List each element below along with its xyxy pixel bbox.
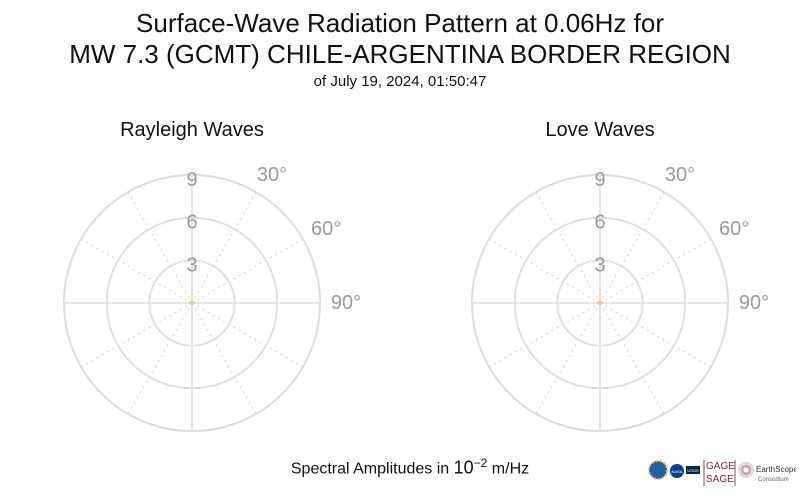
love-polar-grid: 3 6 9 30° 60° 90° [471, 164, 769, 432]
usgs-logo: USGS [686, 466, 700, 474]
rayleigh-spoke-330 [127, 191, 193, 304]
caption-base: 10 [453, 457, 474, 478]
love-spoke-150 [599, 302, 665, 415]
love-spoke-120 [599, 302, 712, 368]
nsf-logo [648, 460, 668, 480]
love-r-tick-label-6: 6 [594, 212, 605, 234]
rayleigh-r-tick-label-3: 3 [186, 254, 197, 276]
rayleigh-spoke-60 [191, 238, 304, 304]
rayleigh-polar-grid: 3 6 9 30° 60° 90° [63, 164, 361, 432]
rayleigh-theta-tick-label-30: 30° [257, 164, 287, 186]
love-theta-tick-label-90: 90° [739, 292, 769, 314]
love-ring-6 [513, 216, 687, 390]
rayleigh-ring-9 [63, 174, 321, 432]
love-spoke-210 [535, 302, 601, 415]
figure-subtitle-date: of July 19, 2024, 01:50:47 [313, 73, 487, 90]
rayleigh-spoke-120 [191, 302, 304, 368]
figure-title-line1: Surface-Wave Radiation Pattern at 0.06Hz… [136, 8, 664, 38]
consortium-logo-text: Consortium [758, 477, 789, 483]
rayleigh-theta-tick-label-60: 60° [311, 218, 341, 240]
love-spoke-240 [488, 302, 601, 368]
rayleigh-spoke-300 [80, 238, 193, 304]
caption-unit: m/Hz [487, 460, 530, 478]
caption-exponent: −2 [473, 456, 488, 470]
love-ring-3 [556, 259, 644, 347]
love-panel-title: Love Waves [545, 119, 655, 141]
love-r-tick-label-3: 3 [594, 254, 605, 276]
amplitude-units-caption: Spectral Amplitudes in 10−2 m/Hz [0, 456, 800, 478]
love-origin-marker [597, 300, 603, 306]
rayleigh-spoke-240 [80, 302, 193, 368]
love-spoke-300 [488, 238, 601, 304]
usgs-logo-text: USGS [687, 468, 699, 473]
rayleigh-panel-title: Rayleigh Waves [120, 119, 264, 141]
rayleigh-r-tick-label-9: 9 [186, 169, 197, 191]
rayleigh-spoke-30 [191, 191, 257, 304]
gage-logo-text: GAGE [706, 461, 735, 472]
love-ring-9 [471, 174, 729, 432]
rayleigh-theta-tick-label-90: 90° [331, 292, 361, 314]
rayleigh-spoke-210 [127, 302, 193, 415]
rayleigh-spoke-150 [191, 302, 257, 415]
earthscope-logo-icon [738, 462, 754, 478]
sage-logo-text: SAGE [706, 474, 734, 485]
rayleigh-r-tick-label-6: 6 [186, 212, 197, 234]
rayleigh-ring-3 [148, 259, 236, 347]
nasa-logo-text: NASA [672, 469, 683, 474]
rayleigh-origin-marker [189, 300, 195, 306]
love-theta-tick-label-60: 60° [719, 218, 749, 240]
love-spoke-30 [599, 191, 665, 304]
earthscope-logo-text: EarthScope [756, 465, 796, 474]
sponsor-logos: NASA USGS GAGE SAGE EarthScope Consortiu… [648, 460, 796, 486]
love-spoke-330 [535, 191, 601, 304]
nasa-logo: NASA [670, 464, 684, 478]
love-spoke-60 [599, 238, 712, 304]
love-theta-tick-label-30: 30° [665, 164, 695, 186]
figure-title-line2: MW 7.3 (GCMT) CHILE-ARGENTINA BORDER REG… [69, 39, 731, 69]
love-r-tick-label-9: 9 [594, 169, 605, 191]
rayleigh-ring-6 [105, 216, 279, 390]
caption-prefix: Spectral Amplitudes in [290, 460, 454, 478]
